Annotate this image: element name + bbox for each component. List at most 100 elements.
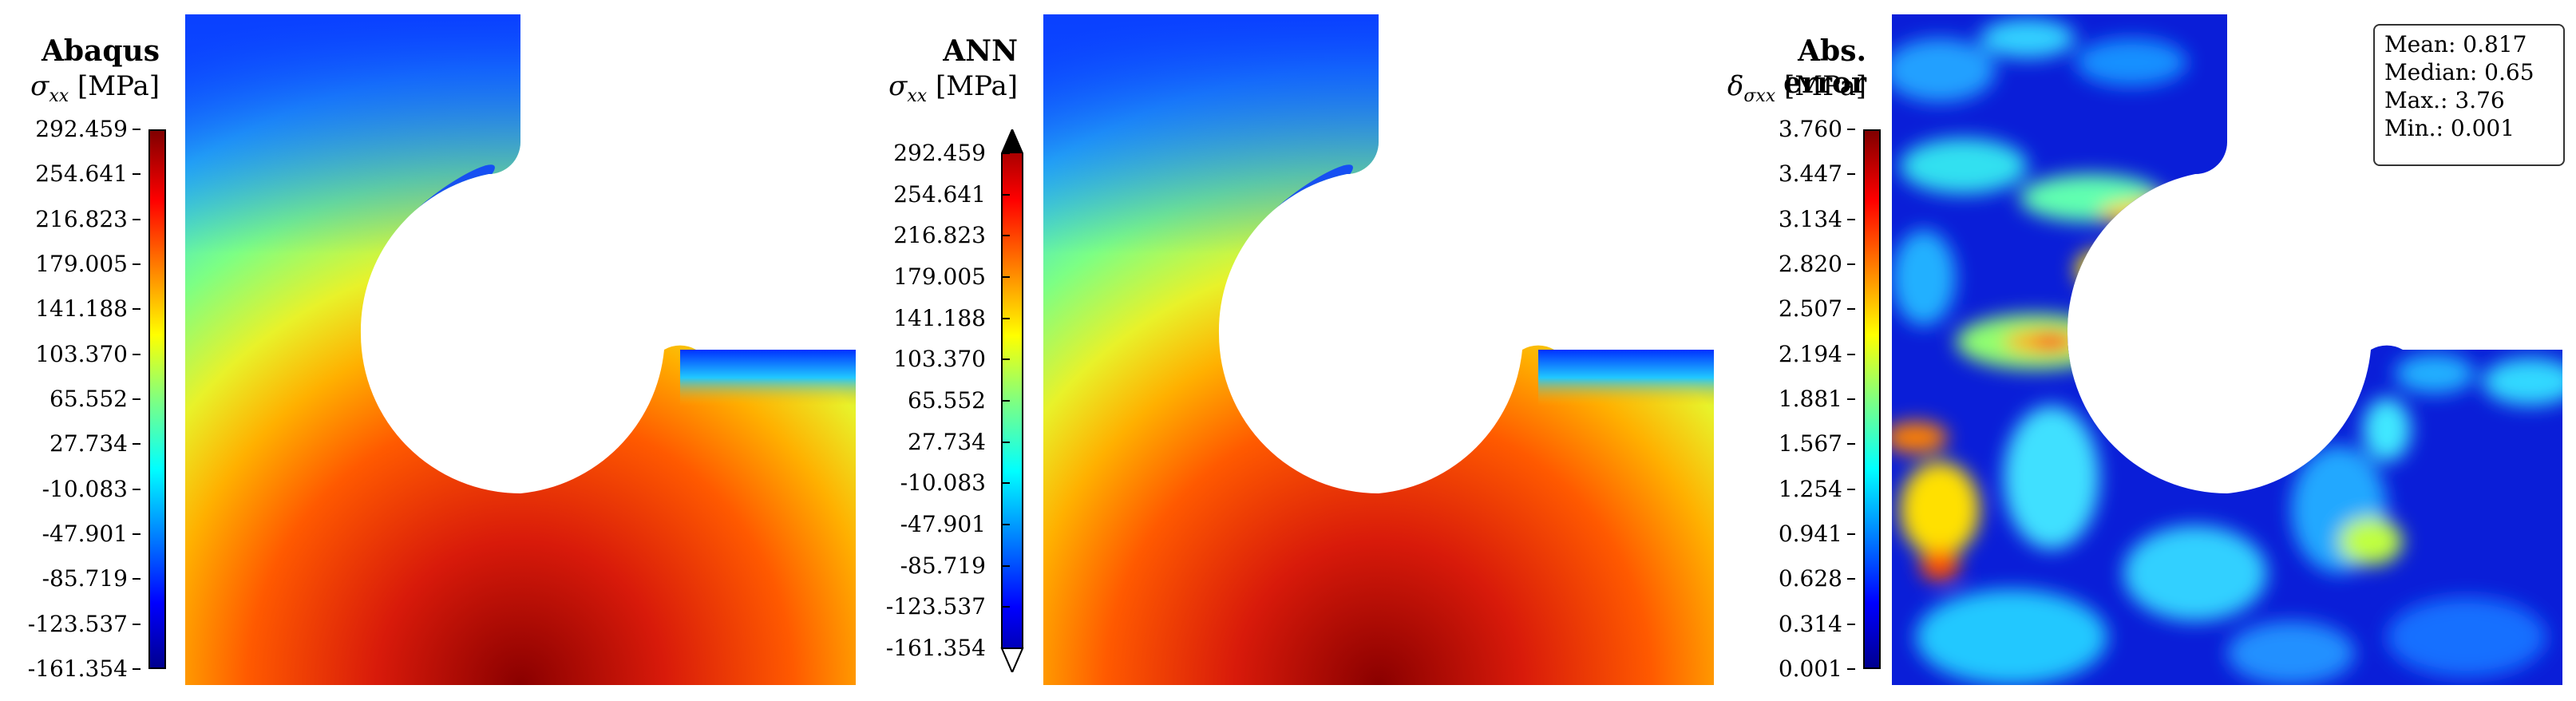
colorbar-tick-mark [1002,400,1010,402]
colorbar-tick-label: 0.941 [1778,521,1842,547]
colorbar-tick-mark [1847,623,1855,625]
panel-title: Abaqus [41,34,160,68]
colorbar-tick-label: 2.507 [1778,295,1842,323]
colorbar-tick-mark [1002,317,1010,319]
colorbar-tick-mark [1002,193,1010,196]
unit-label: [MPa] [1784,70,1866,102]
colorbar-tick-mark [1002,152,1010,154]
colorbar-tick-label: 65.552 [49,386,128,412]
colorbar-tick-mark [1847,353,1855,355]
colorbar-tick-mark [133,668,140,670]
colorbar-tick-label: 103.370 [893,346,986,373]
colorbar-tick-mark [133,533,140,535]
colorbar [1863,129,1881,669]
quantity-label: δσxx [MPa] [1715,70,1866,113]
colorbar-tick-mark [1002,358,1010,361]
colorbar-tick-label: -161.354 [27,655,128,682]
colorbar-tick-mark [133,173,140,176]
colorbar-tick-label: -123.537 [27,610,128,637]
colorbar-tick-label: 254.641 [35,160,128,188]
colorbar-tick-mark [1002,482,1010,485]
colorbar [148,129,166,669]
colorbar-tick-mark [133,578,140,580]
colorbar-tick-label: -123.537 [885,593,986,620]
colorbar-tick-mark [1847,488,1855,490]
colorbar-tick-mark [133,263,140,265]
colorbar-tick-label: -47.901 [42,521,128,547]
unit-label: [MPa] [77,70,160,102]
quantity-label: σxx [MPa] [858,70,1018,113]
colorbar-tick-label: 179.005 [35,251,128,277]
colorbar-tick-label: 1.567 [1778,430,1842,457]
quantity-symbol: δ [1727,70,1744,102]
stress-field-ann [1043,14,1714,685]
stat-mean: Mean: 0.817 [2384,31,2527,57]
colorbar-tick-label: 27.734 [908,428,986,455]
quantity-subscript: xx [49,85,69,106]
colorbar-tick-mark [1002,648,1010,649]
colorbar-tick-label: 0.314 [1778,610,1842,637]
colorbar-tick-mark [1847,129,1855,130]
panel-title: ANN [943,34,1018,68]
colorbar-tick-mark [1847,398,1855,400]
colorbar-tick-label: 141.188 [893,304,986,331]
colorbar-tick-mark [1847,308,1855,311]
panel-title: Abs. error [1783,34,1866,100]
quantity-symbol: σ [888,70,908,102]
colorbar-tick-label: 2.820 [1778,251,1842,277]
colorbar-tick-label: 65.552 [908,387,986,414]
statistics-box: Mean: 0.817 Median: 0.65 Max.: 3.76 Min.… [2373,24,2565,166]
colorbar-tick-label: 0.628 [1778,565,1842,592]
colorbar-tick-mark [1002,441,1010,443]
colorbar-tick-label: -47.901 [900,511,986,537]
colorbar-tick-mark [1002,524,1010,525]
colorbar-tick-label: 3.134 [1778,205,1842,232]
colorbar-tick-label: 3.447 [1778,160,1842,188]
colorbar-tick-label: 27.734 [49,430,128,457]
quantity-subscript: xx [907,85,928,106]
panel-abs-error: Abs. error δσxx [MPa] 3.760 3.447 3.134 2.8… [1715,0,2576,701]
colorbar-tick-mark [133,218,140,220]
quantity-subscript: σxx [1743,85,1776,106]
colorbar-tick-label: 179.005 [893,263,986,290]
quantity-symbol: σ [30,70,49,102]
colorbar-tick-mark [133,443,140,446]
colorbar-tick-label: 3.760 [1778,116,1842,142]
quantity-label: σxx [MPa] [0,70,160,113]
panel-ann: ANN σxx [MPa] 292.459 254.641 216.823 179.0… [858,0,1720,701]
colorbar-tick-label: -10.083 [900,469,986,497]
colorbar-tick-mark [133,623,140,625]
colorbar-tick-label: 292.459 [893,140,986,166]
colorbar-tick-label: 103.370 [35,340,128,367]
stress-field-abaqus [185,14,856,685]
colorbar-tick-label: -85.719 [900,552,986,579]
colorbar-tick-label: -10.083 [42,475,128,502]
colorbar-tick-mark [1847,578,1855,580]
colorbar-tick-label: -161.354 [885,635,986,661]
colorbar-tick-mark [1847,533,1855,535]
colorbar-tick-mark [1847,218,1855,220]
colorbar-tick-mark [133,353,140,355]
colorbar-tick-mark [1847,263,1855,265]
colorbar-tick-mark [1002,564,1010,567]
colorbar-tick-mark [133,398,140,400]
colorbar-tick-label: 216.823 [893,222,986,249]
colorbar-tick-label: 1.881 [1778,386,1842,412]
colorbar-tick-label: -85.719 [42,565,128,592]
colorbar-tick-mark [1002,276,1010,278]
stat-max: Max.: 3.76 [2384,87,2505,113]
colorbar-tick-label: 1.254 [1778,475,1842,502]
colorbar-tick-mark [1002,235,1010,237]
colorbar-tick-mark [133,308,140,311]
colorbar-tick-label: 216.823 [35,205,128,232]
unit-label: [MPa] [936,70,1018,102]
colorbar-tick-mark [133,488,140,490]
colorbar-tick-label: 292.459 [35,116,128,142]
colorbar-tick-mark [1847,173,1855,176]
colorbar-tick-mark [1002,606,1010,608]
colorbar-tick-mark [1847,443,1855,446]
colorbar-tick-mark [1847,668,1855,670]
stat-median: Median: 0.65 [2384,59,2534,85]
colorbar-tick-label: 254.641 [893,180,986,208]
colorbar-tick-mark [133,129,140,130]
